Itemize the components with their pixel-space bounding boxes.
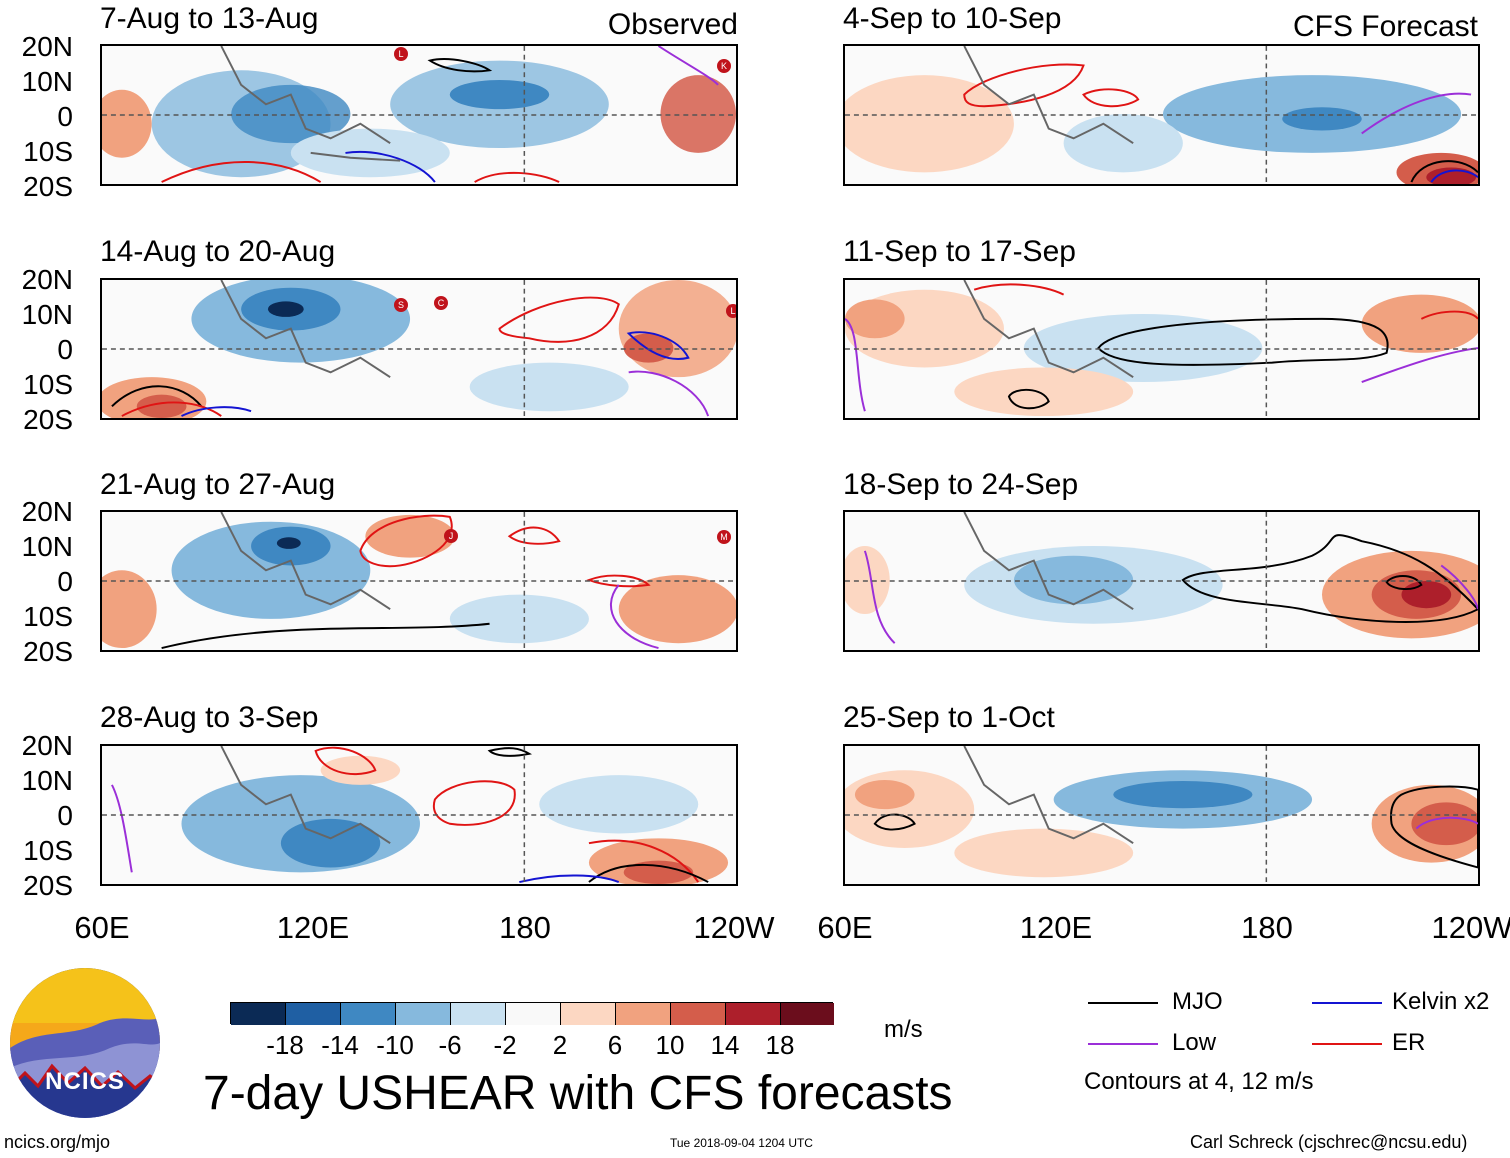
legend-line-kelvin xyxy=(1312,1002,1382,1004)
observed-panel-title: 21-Aug to 27-Aug xyxy=(100,468,336,501)
observed-label: Observed xyxy=(607,8,738,41)
colorbar-swatch xyxy=(451,1003,506,1025)
legend-label-er: ER xyxy=(1392,1029,1426,1056)
lon-label: 60E xyxy=(74,910,130,945)
colorbar-swatch xyxy=(726,1003,781,1025)
forecast-label: CFS Forecast xyxy=(1292,10,1478,43)
colorbar-tick: 6 xyxy=(607,1030,623,1060)
colorbar-swatch xyxy=(561,1003,616,1025)
colorbar-tick: -10 xyxy=(376,1030,414,1060)
colorbar-swatch xyxy=(781,1003,834,1025)
legend-label-mjo: MJO xyxy=(1172,988,1223,1015)
storm-marker: C xyxy=(434,296,448,310)
forecast-panel-title: 25-Sep to 1-Oct xyxy=(843,701,1055,734)
legend-line-er xyxy=(1312,1043,1382,1045)
lat-label: 10N xyxy=(21,531,73,562)
legend-line-low xyxy=(1088,1043,1158,1045)
colorbar-swatch xyxy=(506,1003,561,1025)
forecast-panel-title: 11-Sep to 17-Sep xyxy=(843,235,1076,268)
lon-label: 60E xyxy=(817,910,873,945)
storm-marker: L xyxy=(394,47,408,61)
lat-label: 0 xyxy=(57,800,73,831)
storm-marker: L xyxy=(726,304,736,318)
ncics-logo: NCICS xyxy=(10,968,160,1118)
lat-label: 10N xyxy=(21,299,73,330)
storm-marker: J xyxy=(444,529,458,543)
lat-label: 10S xyxy=(23,835,73,866)
logo-text: NCICS xyxy=(45,1068,125,1095)
storm-marker: K xyxy=(717,59,731,73)
lat-label: 20N xyxy=(21,730,73,761)
forecast-panel-title: 4-Sep to 10-Sep xyxy=(843,2,1062,35)
lon-label: 180 xyxy=(1241,910,1293,945)
forecast-map-2 xyxy=(843,278,1480,420)
observed-map-2: S C L xyxy=(100,278,738,420)
forecast-map-1 xyxy=(843,44,1480,186)
forecast-panel-title: 18-Sep to 24-Sep xyxy=(843,468,1079,501)
lat-label: 20S xyxy=(23,404,73,435)
observed-map-3: J M xyxy=(100,510,738,652)
lon-label: 120W xyxy=(693,910,775,945)
colorbar-swatch xyxy=(396,1003,451,1025)
lat-label: 0 xyxy=(57,566,73,597)
lat-label: 10N xyxy=(21,765,73,796)
legend-note: Contours at 4, 12 m/s xyxy=(1084,1068,1314,1095)
legend-label-low: Low xyxy=(1172,1029,1217,1056)
legend-label-kelvin: Kelvin x2 xyxy=(1392,988,1490,1015)
colorbar-tick: 10 xyxy=(655,1030,685,1060)
lon-label: 120E xyxy=(276,910,350,945)
timestamp: Tue 2018-09-04 1204 UTC xyxy=(670,1136,813,1150)
main-title: 7-day USHEAR with CFS forecasts xyxy=(203,1067,953,1120)
lat-label: 20S xyxy=(23,636,73,667)
lat-label: 20S xyxy=(23,171,73,202)
lat-label: 20N xyxy=(21,31,73,62)
lat-label: 10S xyxy=(23,136,73,167)
website-link[interactable]: ncics.org/mjo xyxy=(4,1132,111,1152)
lon-label: 120E xyxy=(1019,910,1093,945)
colorbar-swatch xyxy=(286,1003,341,1025)
colorbar-tick: 14 xyxy=(710,1030,740,1060)
colorbar-tick: -14 xyxy=(321,1030,359,1060)
colorbar-tick: 2 xyxy=(552,1030,568,1060)
forecast-map-4 xyxy=(843,744,1480,886)
lat-label: 10S xyxy=(23,369,73,400)
forecast-map-3 xyxy=(843,510,1480,652)
lon-label: 180 xyxy=(499,910,551,945)
lat-label: 0 xyxy=(57,334,73,365)
colorbar-swatch xyxy=(341,1003,396,1025)
lat-label: 20N xyxy=(21,264,73,295)
observed-panel-title: 14-Aug to 20-Aug xyxy=(100,235,336,268)
colorbar-units: m/s xyxy=(884,1016,923,1043)
colorbar-tick: 18 xyxy=(765,1030,795,1060)
legend-line-mjo xyxy=(1088,1002,1158,1004)
colorbar-swatch xyxy=(616,1003,671,1025)
colorbar xyxy=(230,1002,834,1025)
lon-label: 120W xyxy=(1431,910,1510,945)
lat-label: 10N xyxy=(21,66,73,97)
storm-marker: M xyxy=(717,530,731,544)
lat-label: 10S xyxy=(23,601,73,632)
colorbar-tick: -2 xyxy=(493,1030,517,1060)
lat-label: 0 xyxy=(57,101,73,132)
observed-map-1: L K xyxy=(100,44,738,186)
storm-marker: S xyxy=(394,298,408,312)
colorbar-swatch xyxy=(231,1003,286,1025)
colorbar-swatch xyxy=(671,1003,726,1025)
lat-label: 20N xyxy=(21,496,73,527)
author-credit: Carl Schreck (cjschrec@ncsu.edu) xyxy=(1190,1132,1468,1152)
observed-map-4 xyxy=(100,744,738,886)
lat-label: 20S xyxy=(23,870,73,901)
colorbar-tick: -6 xyxy=(438,1030,462,1060)
observed-panel-title: 7-Aug to 13-Aug xyxy=(100,2,319,35)
observed-panel-title: 28-Aug to 3-Sep xyxy=(100,701,319,734)
colorbar-tick: -18 xyxy=(266,1030,304,1060)
